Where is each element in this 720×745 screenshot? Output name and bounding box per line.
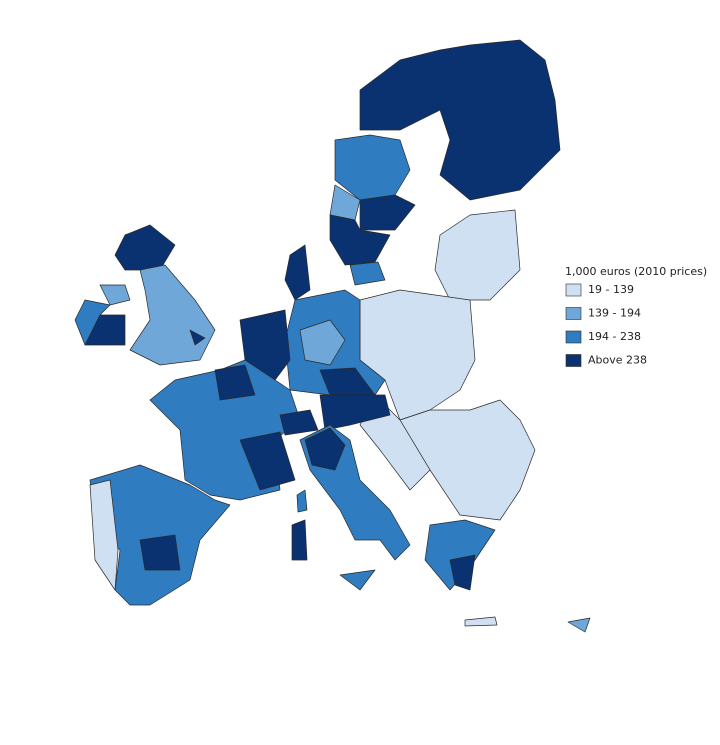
region (279, 409, 319, 436)
region (99, 284, 131, 306)
region (464, 616, 498, 627)
legend-swatch (565, 354, 582, 367)
region (84, 314, 126, 346)
region (299, 319, 346, 366)
region (359, 394, 431, 491)
legend-label: 139 - 194 (588, 307, 641, 320)
region (296, 489, 308, 513)
legend: 1,000 euros (2010 prices) 19 - 139 139 - … (565, 265, 707, 367)
region (359, 194, 416, 231)
region (424, 519, 496, 591)
legend-label: 19 - 139 (588, 283, 634, 296)
region (284, 244, 311, 301)
region (449, 554, 476, 591)
region (129, 264, 216, 366)
region (139, 534, 181, 571)
legend-swatch (565, 330, 582, 344)
region (334, 134, 411, 201)
legend-swatch (565, 307, 582, 320)
legend-swatch (565, 283, 582, 297)
region (349, 261, 386, 286)
region (239, 431, 296, 491)
regions (74, 39, 591, 633)
region (89, 479, 119, 591)
region (339, 569, 376, 591)
legend-label: 194 - 238 (588, 330, 641, 343)
legend-title: 1,000 euros (2010 prices) (565, 265, 707, 278)
region (567, 617, 591, 633)
region (239, 309, 291, 381)
region (399, 399, 536, 521)
region (214, 364, 256, 401)
region (114, 224, 176, 271)
legend-label: Above 238 (588, 354, 647, 367)
region (329, 214, 391, 266)
region (304, 427, 346, 471)
region (189, 329, 206, 346)
region (291, 519, 308, 561)
region (359, 39, 561, 201)
region (319, 394, 391, 431)
region (89, 464, 231, 606)
region (434, 209, 521, 301)
